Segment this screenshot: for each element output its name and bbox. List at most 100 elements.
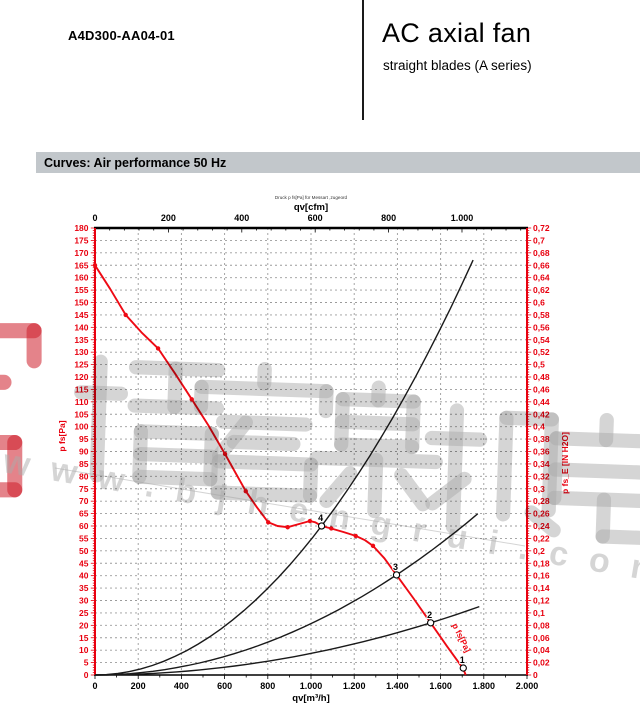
svg-text:0,58: 0,58 — [533, 310, 550, 320]
svg-text:0,04: 0,04 — [533, 645, 550, 655]
svg-text:0: 0 — [92, 681, 97, 691]
svg-text:5: 5 — [84, 658, 89, 668]
svg-text:65: 65 — [79, 509, 89, 519]
svg-text:0,38: 0,38 — [533, 434, 550, 444]
svg-text:50: 50 — [79, 546, 89, 556]
svg-text:130: 130 — [74, 347, 88, 357]
svg-text:3: 3 — [393, 562, 398, 572]
svg-text:0,56: 0,56 — [533, 322, 550, 332]
svg-text:0,02: 0,02 — [533, 658, 550, 668]
svg-text:10: 10 — [79, 645, 89, 655]
svg-text:165: 165 — [74, 260, 88, 270]
svg-text:25: 25 — [79, 608, 89, 618]
svg-text:175: 175 — [74, 235, 88, 245]
svg-text:0,42: 0,42 — [533, 409, 550, 419]
svg-text:0,28: 0,28 — [533, 496, 550, 506]
top-axis-title: qv[cfm] — [294, 202, 328, 213]
right-axis-title: p fs_E [IN H2O] — [560, 432, 570, 494]
svg-text:75: 75 — [79, 484, 89, 494]
svg-text:0,4: 0,4 — [533, 422, 545, 432]
svg-text:0,16: 0,16 — [533, 571, 550, 581]
svg-text:180: 180 — [74, 223, 88, 233]
svg-text:600: 600 — [217, 681, 232, 691]
svg-text:85: 85 — [79, 459, 89, 469]
svg-text:0,6: 0,6 — [533, 298, 545, 308]
svg-text:100: 100 — [74, 422, 88, 432]
svg-text:1: 1 — [460, 655, 465, 665]
svg-text:200: 200 — [131, 681, 146, 691]
svg-text:0,62: 0,62 — [533, 285, 550, 295]
svg-text:0,66: 0,66 — [533, 260, 550, 270]
system-curve-through-4 — [94, 259, 474, 676]
svg-text:95: 95 — [79, 434, 89, 444]
svg-text:0,08: 0,08 — [533, 620, 550, 630]
svg-text:800: 800 — [381, 213, 396, 223]
svg-text:200: 200 — [161, 213, 176, 223]
svg-text:0,5: 0,5 — [533, 360, 545, 370]
svg-text:135: 135 — [74, 335, 88, 345]
svg-text:0,22: 0,22 — [533, 533, 550, 543]
svg-text:0,24: 0,24 — [533, 521, 550, 531]
svg-text:0,3: 0,3 — [533, 484, 545, 494]
svg-text:70: 70 — [79, 496, 89, 506]
svg-text:0,18: 0,18 — [533, 558, 550, 568]
svg-text:160: 160 — [74, 273, 88, 283]
svg-text:55: 55 — [79, 533, 89, 543]
svg-text:0,34: 0,34 — [533, 459, 550, 469]
svg-text:0,72: 0,72 — [533, 223, 550, 233]
svg-text:0,12: 0,12 — [533, 596, 550, 606]
fan-pressure-curve — [94, 264, 467, 676]
svg-text:0,2: 0,2 — [533, 546, 545, 556]
left-axis-title: p fs[Pa] — [57, 420, 67, 451]
svg-text:35: 35 — [79, 583, 89, 593]
svg-text:2.000: 2.000 — [516, 681, 539, 691]
svg-text:140: 140 — [74, 322, 88, 332]
svg-text:145: 145 — [74, 310, 88, 320]
svg-text:170: 170 — [74, 248, 88, 258]
svg-text:0: 0 — [84, 670, 89, 680]
svg-text:0,48: 0,48 — [533, 372, 550, 382]
svg-text:80: 80 — [79, 471, 89, 481]
fan-curve-label: p fs[Pa] — [450, 621, 473, 654]
svg-text:125: 125 — [74, 360, 88, 370]
svg-text:60: 60 — [79, 521, 89, 531]
fan-curve-markers — [92, 263, 376, 549]
gridlines — [95, 228, 527, 675]
page-subtitle: straight blades (A series) — [383, 58, 532, 73]
svg-text:90: 90 — [79, 447, 89, 457]
svg-text:0: 0 — [533, 670, 538, 680]
section-banner: Curves: Air performance 50 Hz — [36, 152, 640, 173]
svg-text:0,7: 0,7 — [533, 235, 545, 245]
system-curve-through-3 — [94, 513, 479, 676]
page-title: AC axial fan — [382, 18, 532, 48]
svg-text:0,1: 0,1 — [533, 608, 545, 618]
svg-text:115: 115 — [75, 384, 89, 394]
svg-text:1.600: 1.600 — [429, 681, 452, 691]
model-number: A4D300-AA04-01 — [68, 28, 175, 43]
svg-text:0,54: 0,54 — [533, 335, 550, 345]
svg-text:45: 45 — [79, 558, 89, 568]
svg-text:1.000: 1.000 — [451, 213, 474, 223]
svg-text:155: 155 — [74, 285, 88, 295]
svg-text:1.400: 1.400 — [386, 681, 409, 691]
svg-text:0,06: 0,06 — [533, 633, 550, 643]
svg-text:1.200: 1.200 — [343, 681, 366, 691]
svg-text:2: 2 — [427, 610, 432, 620]
svg-text:4: 4 — [318, 513, 323, 523]
section-banner-title: Curves: Air performance 50 Hz — [44, 155, 227, 170]
svg-text:105: 105 — [74, 409, 88, 419]
svg-text:40: 40 — [79, 571, 89, 581]
svg-text:0: 0 — [92, 213, 97, 223]
svg-text:800: 800 — [260, 681, 275, 691]
svg-text:0,46: 0,46 — [533, 384, 550, 394]
svg-text:0,52: 0,52 — [533, 347, 550, 357]
svg-text:1.800: 1.800 — [473, 681, 496, 691]
svg-text:120: 120 — [74, 372, 88, 382]
svg-text:0,64: 0,64 — [533, 273, 550, 283]
system-curve-through-2 — [94, 605, 480, 676]
svg-text:400: 400 — [174, 681, 189, 691]
svg-text:15: 15 — [79, 633, 89, 643]
svg-text:0,44: 0,44 — [533, 397, 550, 407]
